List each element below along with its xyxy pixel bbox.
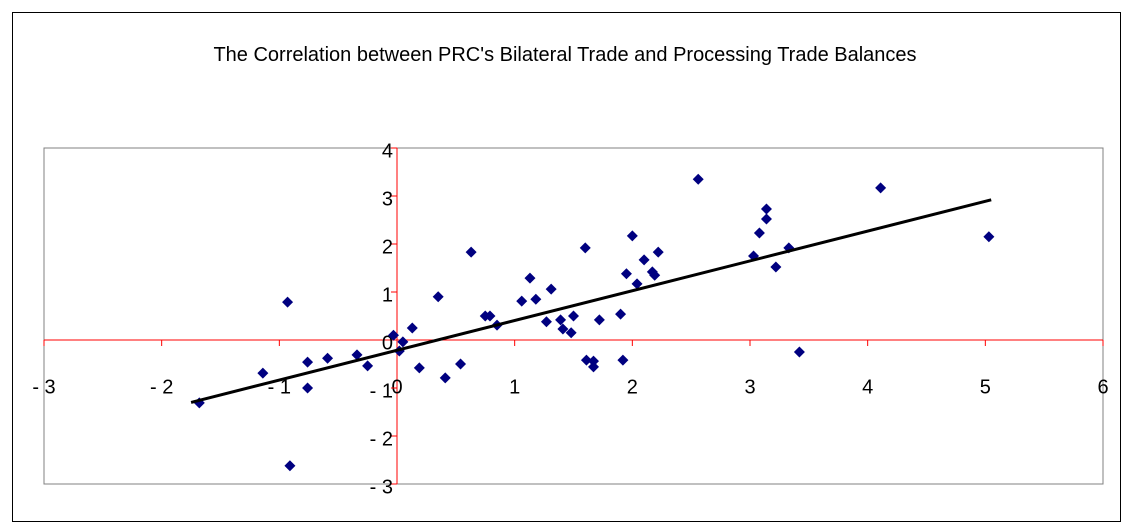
x-tick-label: 3 — [744, 376, 755, 398]
point — [770, 261, 782, 273]
point — [793, 346, 805, 358]
point — [579, 242, 591, 254]
point — [540, 316, 552, 328]
x-tick-label: 6 — [1097, 376, 1108, 398]
point — [652, 246, 664, 258]
point — [626, 230, 638, 242]
x-tick-label: - 3 — [32, 376, 55, 398]
point — [439, 372, 451, 384]
point — [257, 367, 269, 379]
point — [516, 295, 528, 307]
point — [406, 322, 418, 334]
point — [362, 360, 374, 372]
trendline — [190, 198, 992, 404]
point — [875, 182, 887, 194]
x-tick-label: 1 — [509, 376, 520, 398]
y-tick-label: 1 — [382, 284, 393, 306]
point — [753, 227, 765, 239]
chart-title: The Correlation between PRC's Bilateral … — [213, 44, 917, 66]
y-tick-label: 0 — [382, 332, 393, 354]
point — [760, 213, 772, 225]
point — [620, 268, 632, 280]
y-tick-label: 3 — [382, 188, 393, 210]
point — [588, 361, 600, 373]
y-tick-label: - 2 — [370, 428, 393, 450]
point — [588, 355, 600, 367]
y-tick-label: - 1 — [370, 380, 393, 402]
point — [565, 327, 577, 339]
point — [322, 352, 334, 364]
point — [455, 358, 467, 370]
point — [484, 310, 496, 322]
y-tick-label: 2 — [382, 236, 393, 258]
point — [282, 296, 294, 308]
point — [638, 254, 650, 266]
point — [302, 382, 314, 394]
y-tick-label: - 3 — [370, 476, 393, 498]
point — [302, 356, 314, 368]
point — [760, 203, 772, 215]
x-tick-label: 4 — [862, 376, 873, 398]
point — [615, 308, 627, 320]
point — [387, 329, 399, 341]
point — [432, 291, 444, 303]
point — [617, 354, 629, 366]
point — [692, 173, 704, 185]
y-tick-label: 4 — [382, 140, 393, 162]
point — [983, 231, 995, 243]
point — [555, 314, 567, 326]
point — [397, 336, 409, 348]
point — [545, 283, 557, 295]
point — [284, 460, 296, 472]
x-tick-label: - 2 — [150, 376, 173, 398]
point — [631, 278, 643, 290]
x-tick-label: 2 — [627, 376, 638, 398]
point — [413, 362, 425, 374]
point — [557, 323, 569, 335]
point — [524, 272, 536, 284]
point — [568, 310, 579, 322]
point — [465, 246, 477, 258]
point — [649, 269, 661, 281]
x-tick-label: 5 — [980, 376, 991, 398]
plot-area — [43, 147, 1104, 485]
point — [351, 349, 363, 361]
x-tick-label: 0 — [391, 376, 402, 398]
point — [593, 314, 605, 326]
point — [530, 293, 542, 305]
point — [580, 354, 592, 366]
